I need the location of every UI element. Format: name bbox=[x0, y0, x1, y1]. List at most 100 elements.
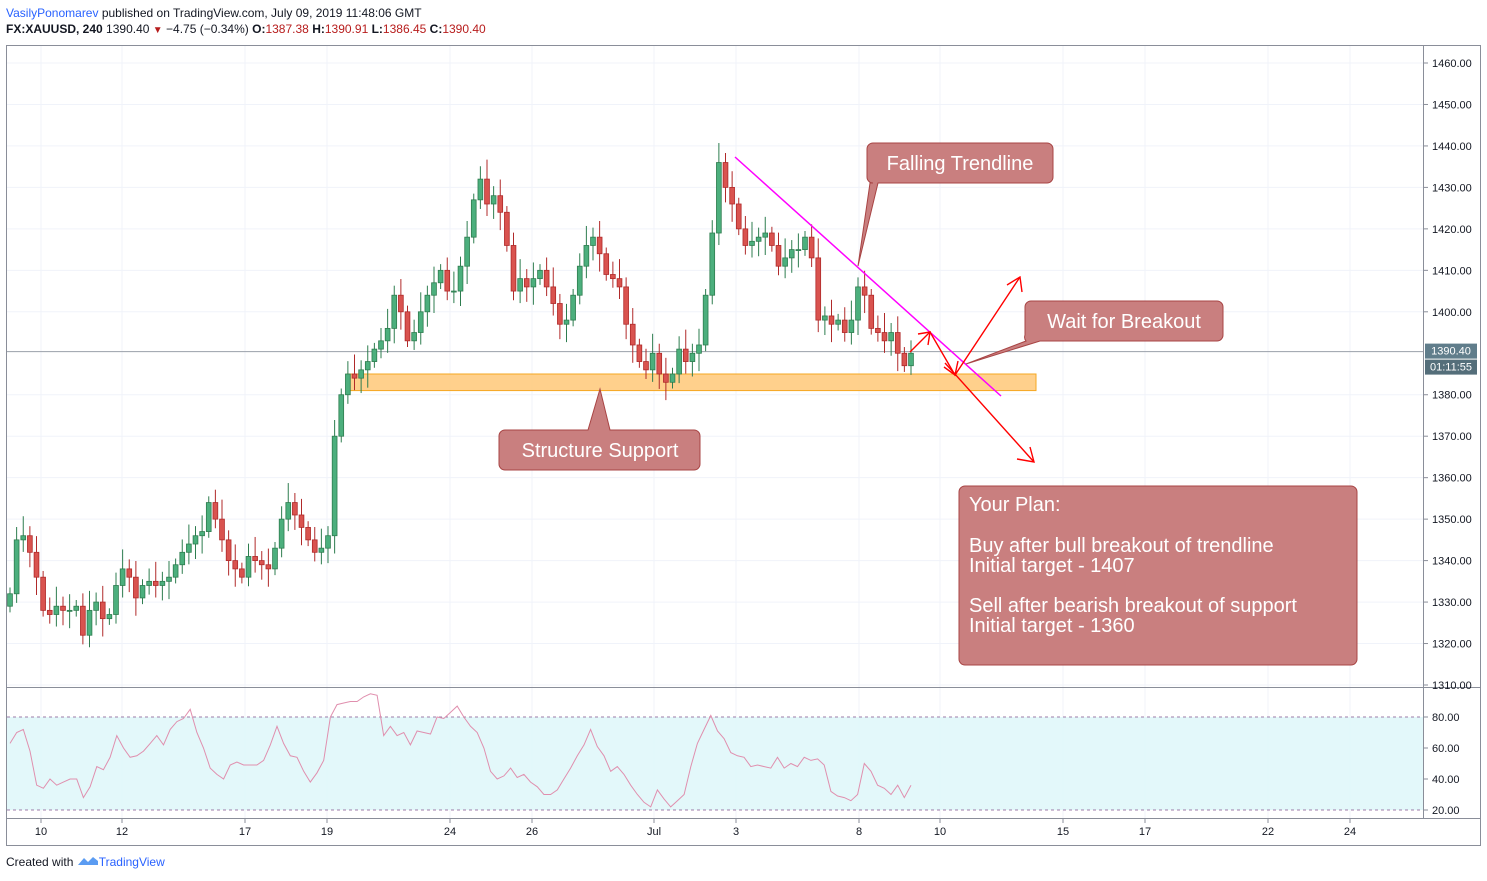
publish-info: VasilyPonomarev published on TradingView… bbox=[6, 5, 486, 21]
symbol-info: FX:XAUUSD, 240 1390.40 ▼ −4.75 (−0.34%) … bbox=[6, 21, 486, 39]
candle-body bbox=[894, 332, 901, 354]
candle-body bbox=[470, 199, 477, 238]
time-tick-label: 12 bbox=[116, 826, 128, 838]
candle-body bbox=[663, 373, 669, 383]
candle-body bbox=[212, 502, 219, 520]
callout-structure-support[interactable]: Structure Support bbox=[498, 387, 701, 471]
wait-for-breakout-label: Wait for Breakout bbox=[1047, 311, 1201, 333]
candle-body bbox=[861, 286, 868, 296]
candle-body bbox=[682, 348, 689, 362]
candle-body bbox=[166, 576, 172, 582]
price-tick-label: 1410.00 bbox=[1432, 265, 1472, 277]
candle-body bbox=[523, 278, 530, 288]
support-zone[interactable] bbox=[346, 373, 1037, 392]
candle-body bbox=[716, 162, 722, 234]
candle-body bbox=[576, 265, 583, 296]
candle-body bbox=[219, 518, 225, 541]
candle-body bbox=[384, 327, 391, 342]
tradingview-brand[interactable]: TradingView bbox=[98, 855, 165, 869]
candle-body bbox=[868, 294, 875, 329]
low-value: 1386.45 bbox=[382, 22, 427, 36]
chart-header: VasilyPonomarev published on TradingView… bbox=[6, 5, 486, 39]
projection-arrows bbox=[909, 275, 1035, 463]
candle-body bbox=[855, 286, 861, 321]
price-tick-label: 1400.00 bbox=[1432, 307, 1472, 319]
candle-body bbox=[73, 605, 80, 611]
time-tick-label: 24 bbox=[444, 826, 456, 838]
rsi-band bbox=[7, 717, 1423, 810]
bearish-path-arrow bbox=[944, 362, 1035, 463]
rsi-pane bbox=[7, 693, 1423, 811]
candle-body bbox=[66, 609, 73, 612]
candle-body bbox=[623, 286, 629, 325]
bullish-path-arrow bbox=[909, 276, 1021, 377]
callout-falling-trendline[interactable]: Falling Trendline bbox=[857, 142, 1054, 267]
rsi-tick-label: 60.00 bbox=[1432, 743, 1460, 755]
time-tick-label: 17 bbox=[239, 826, 251, 838]
candle-body bbox=[550, 286, 557, 304]
candle-body bbox=[689, 352, 696, 362]
plan-sell-target: Initial target - 1360 bbox=[969, 615, 1135, 637]
candle-body bbox=[841, 319, 848, 333]
candle-body bbox=[192, 535, 199, 545]
plan-buy: Buy after bull breakout of trendline bbox=[969, 535, 1274, 557]
candle-body bbox=[775, 245, 782, 267]
candle-body bbox=[782, 257, 788, 267]
candle-body bbox=[603, 253, 610, 275]
time-tick-label: 3 bbox=[733, 826, 739, 838]
candle-body bbox=[106, 614, 113, 620]
candle-body bbox=[702, 294, 709, 346]
falling-trendline-label: Falling Trendline bbox=[887, 153, 1034, 175]
candle-body bbox=[457, 265, 464, 292]
candle-body bbox=[490, 195, 497, 205]
candle-body bbox=[616, 278, 623, 288]
candle-body bbox=[46, 609, 53, 615]
rsi-tick-label: 20.00 bbox=[1432, 805, 1460, 817]
falling-trendline[interactable] bbox=[734, 156, 1002, 397]
candle-body bbox=[742, 228, 749, 246]
candle-body bbox=[371, 348, 378, 362]
symbol-label: FX:XAUUSD, 240 bbox=[6, 22, 103, 36]
candle-body bbox=[404, 311, 411, 342]
candle-body bbox=[378, 340, 384, 350]
candle-body bbox=[649, 352, 656, 371]
last-price-tag: 1390.40 01:11:55 bbox=[1425, 343, 1477, 375]
candle-body bbox=[835, 319, 841, 325]
last-price-tag-label: 1390.40 bbox=[1431, 346, 1471, 358]
candle-body bbox=[133, 576, 139, 599]
candle-body bbox=[709, 232, 716, 296]
candle-body bbox=[808, 236, 815, 259]
candle-body bbox=[99, 601, 106, 620]
structure-support-label: Structure Support bbox=[522, 440, 679, 462]
candle-body bbox=[504, 211, 510, 246]
time-axis[interactable]: 10 12 17 19 24 26 Jul 3 8 10 15 17 22 24 bbox=[35, 818, 1356, 838]
candle-body bbox=[424, 294, 431, 313]
last-price: 1390.40 bbox=[106, 22, 150, 36]
candle-body bbox=[656, 352, 663, 375]
rsi-line bbox=[9, 693, 912, 808]
candle-body bbox=[636, 344, 643, 362]
candle-body bbox=[305, 527, 311, 541]
time-tick-label: 24 bbox=[1344, 826, 1356, 838]
candle-body bbox=[7, 593, 13, 607]
time-tick-label: 26 bbox=[526, 826, 538, 838]
candle-body bbox=[537, 269, 543, 280]
author-link[interactable]: VasilyPonomarev bbox=[6, 6, 99, 20]
down-arrow-icon: ▼ bbox=[152, 25, 163, 36]
candle-body bbox=[60, 605, 66, 611]
candle-body bbox=[33, 551, 40, 578]
price-tick-label: 1440.00 bbox=[1432, 141, 1472, 153]
rsi-tick-label: 40.00 bbox=[1432, 774, 1460, 786]
price-tick-label: 1450.00 bbox=[1432, 99, 1472, 111]
price-tick-label: 1460.00 bbox=[1432, 58, 1472, 70]
price-axis[interactable]: 1460.00 1450.00 1440.00 1430.00 1420.00 1410.… bbox=[1423, 58, 1472, 692]
callout-wait-for-breakout[interactable]: Wait for Breakout bbox=[965, 300, 1224, 365]
time-tick-label: Jul bbox=[647, 826, 661, 838]
candle-body bbox=[729, 186, 735, 205]
candle-body bbox=[802, 236, 808, 251]
candle-body bbox=[557, 303, 563, 325]
plan-box[interactable]: Your Plan: Buy after bull breakout of tr… bbox=[958, 485, 1358, 666]
rsi-axis[interactable]: 80.00 60.00 40.00 20.00 bbox=[1423, 712, 1460, 817]
candle-body bbox=[437, 269, 444, 284]
